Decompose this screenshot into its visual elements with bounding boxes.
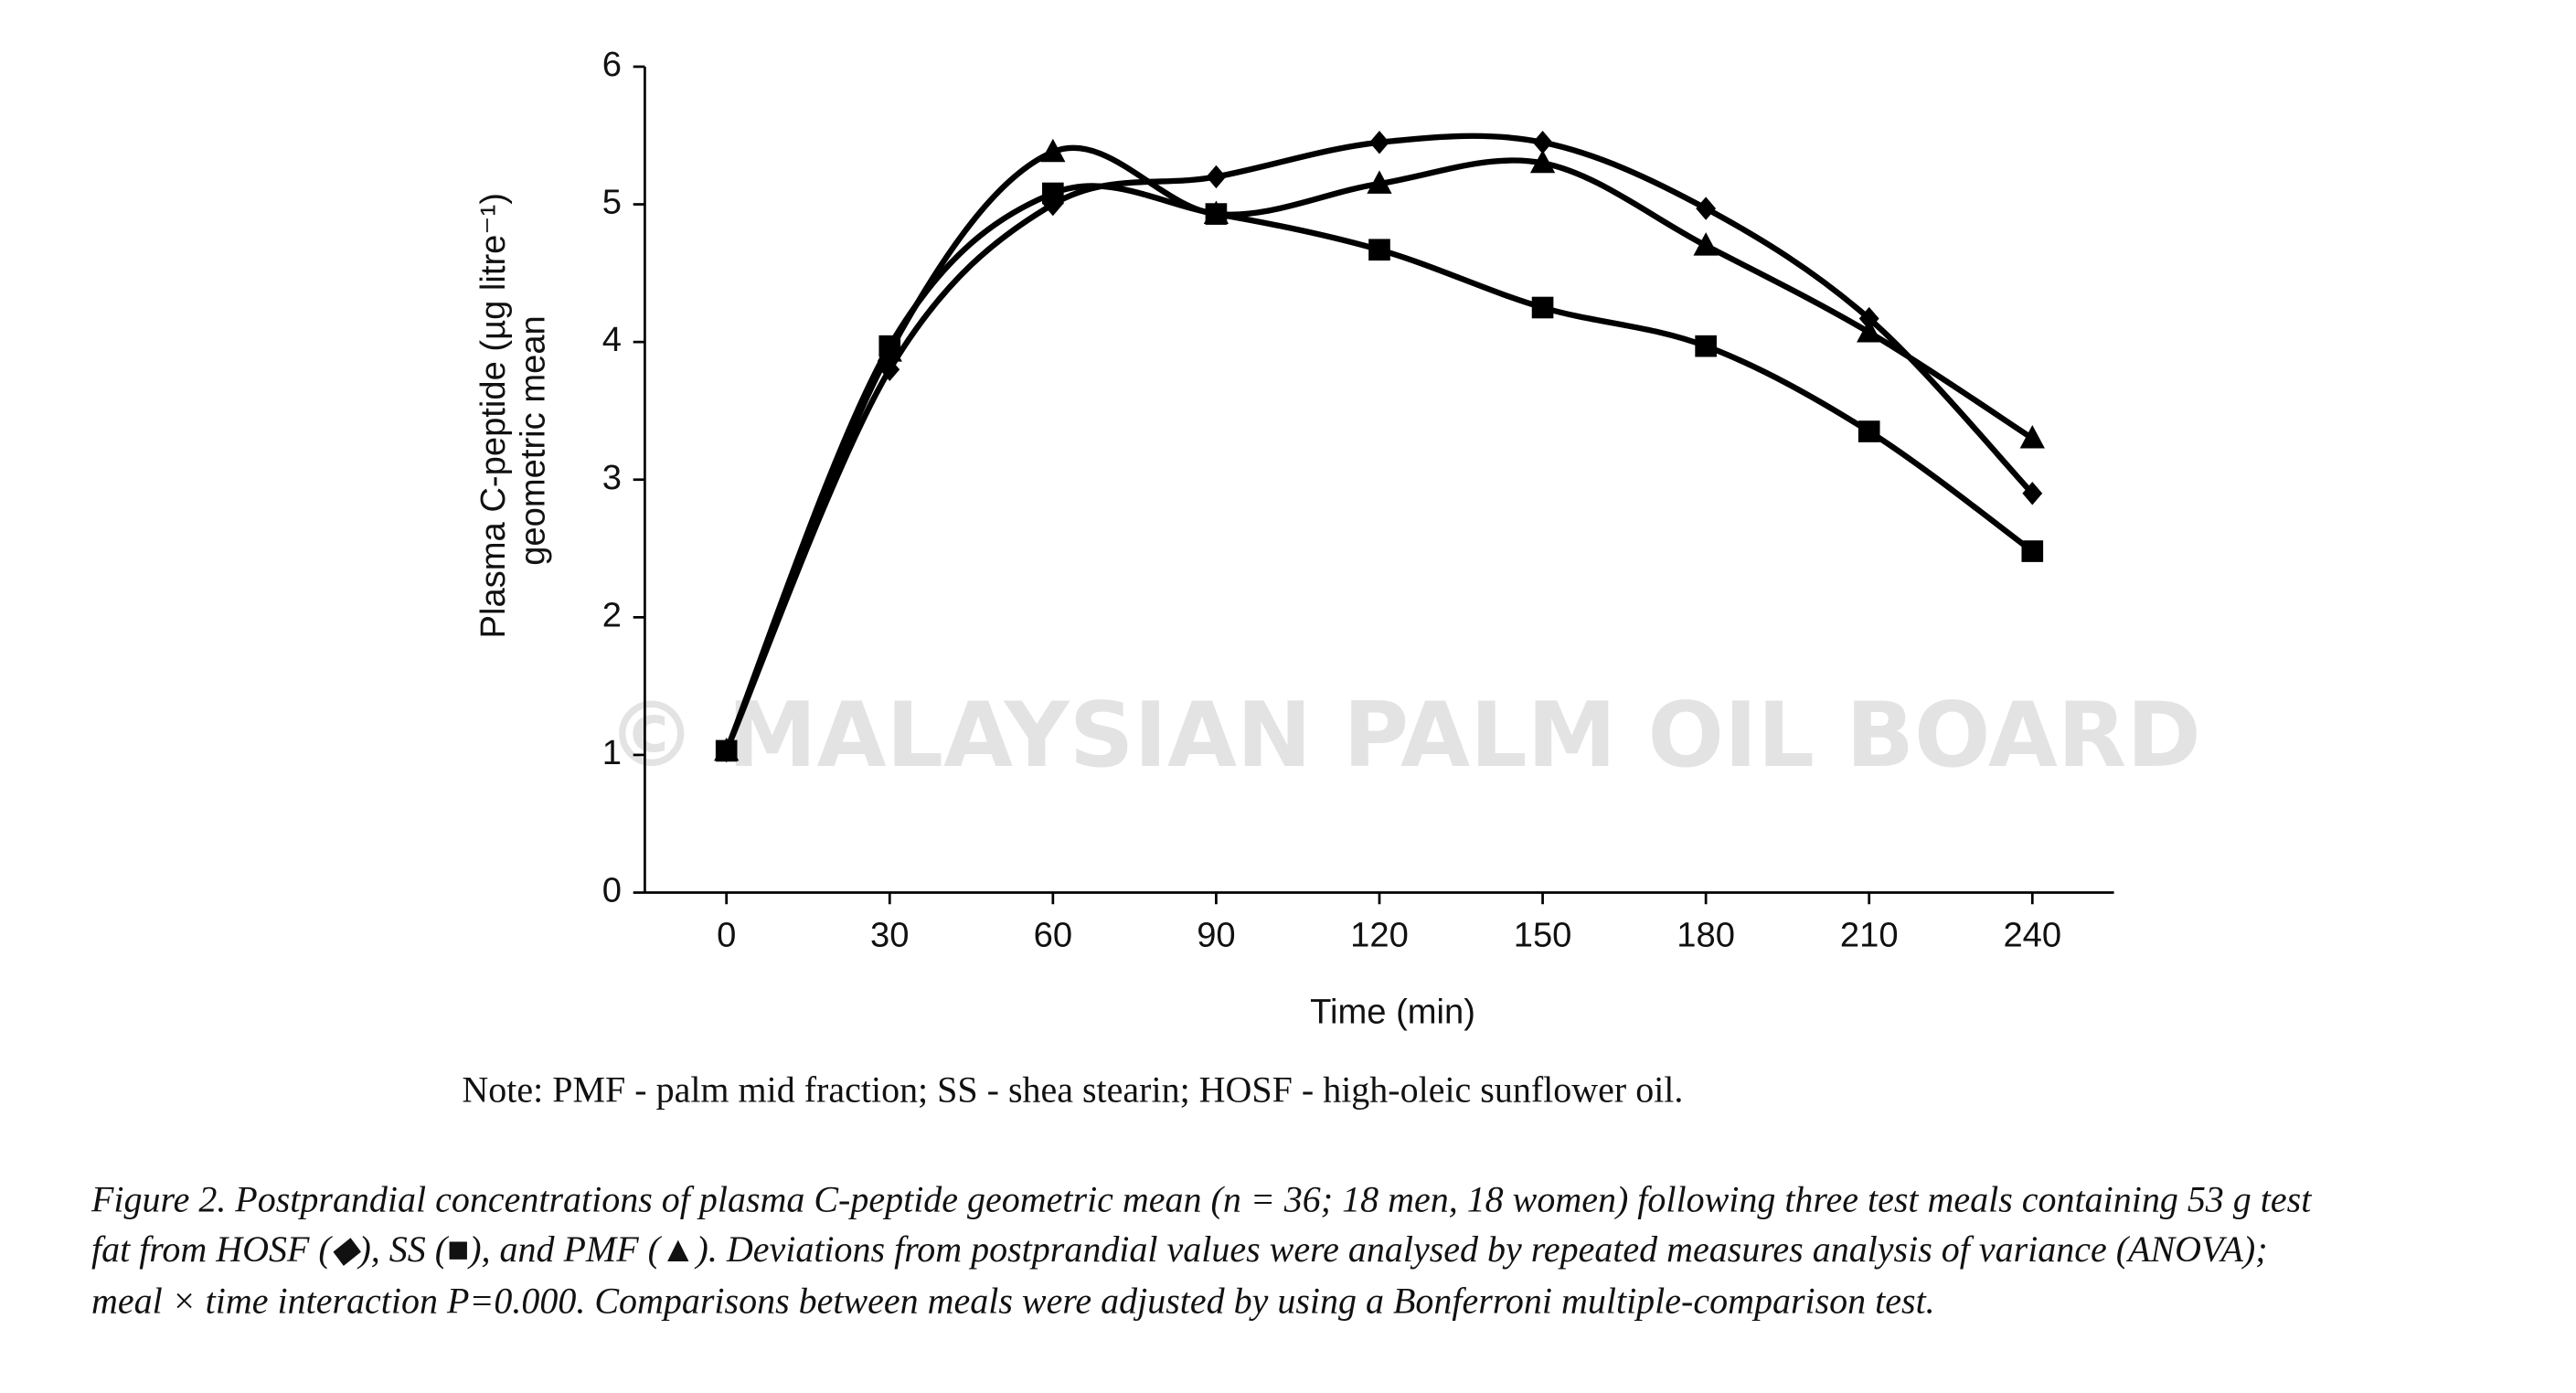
marker — [1203, 200, 1229, 225]
marker — [1529, 149, 1556, 174]
marker — [1040, 138, 1066, 163]
marker — [2022, 482, 2043, 505]
y-tick-label: 0 — [602, 871, 622, 910]
marker — [1857, 420, 1880, 442]
marker — [2019, 425, 2045, 449]
x-tick-label: 30 — [870, 916, 909, 955]
y-tick-label: 4 — [602, 320, 622, 359]
note: Note: PMF - palm mid fraction; SS - shea… — [462, 1069, 1683, 1111]
marker — [1368, 239, 1390, 261]
marker — [1696, 197, 1717, 220]
watermark: © MALAYSIAN PALM OIL BOARD — [607, 684, 2201, 788]
marker — [1042, 182, 1064, 205]
y-axis-label: Plasma C-peptide (µg litre⁻¹) — [474, 193, 513, 638]
series-line — [723, 133, 2035, 752]
x-axis-label: Time (min) — [1310, 992, 1475, 1031]
marker — [1531, 296, 1554, 319]
y-tick-label: 2 — [602, 595, 622, 634]
marker — [877, 338, 902, 362]
marker — [1369, 131, 1389, 154]
y-tick-label: 3 — [602, 458, 622, 497]
y-tick-label: 5 — [602, 183, 622, 222]
marker — [714, 737, 740, 761]
series-line — [723, 144, 2035, 752]
x-tick-label: 0 — [717, 916, 736, 955]
y-axis-label: geometric mean — [513, 315, 552, 566]
x-tick-label: 150 — [1514, 916, 1572, 955]
x-tick-label: 60 — [1034, 916, 1072, 955]
x-tick-label: 90 — [1197, 916, 1235, 955]
y-tick-label: 1 — [602, 733, 622, 772]
x-tick-label: 120 — [1350, 916, 1409, 955]
marker — [1367, 170, 1392, 194]
series-line — [723, 183, 2035, 752]
x-tick-label: 240 — [2003, 916, 2061, 955]
caption-line: fat from HOSF (◆), SS (■), and PMF (▲). … — [91, 1228, 2268, 1270]
marker — [1857, 319, 1882, 343]
marker — [1206, 165, 1227, 189]
marker — [1693, 232, 1719, 256]
caption-line: meal × time interaction P=0.000. Compari… — [91, 1281, 1935, 1322]
marker — [1695, 335, 1717, 357]
y-tick-label: 6 — [602, 45, 622, 84]
x-tick-label: 210 — [1840, 916, 1899, 955]
x-tick-label: 180 — [1677, 916, 1735, 955]
marker — [2021, 540, 2044, 562]
caption-line: Figure 2. Postprandial concentrations of… — [90, 1179, 2312, 1220]
